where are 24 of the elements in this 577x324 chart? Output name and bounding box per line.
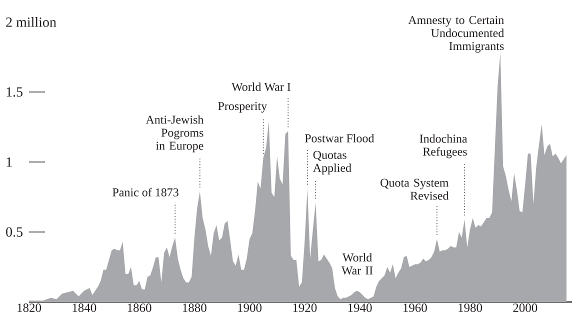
annotation: Panic of 1873 (112, 188, 178, 196)
x-tick-label: 1940 (348, 304, 372, 312)
annotation: Quota System Revised (380, 178, 449, 200)
annotation: World War I (232, 82, 290, 92)
annotation: Quotas Applied (312, 150, 352, 174)
y-tick-label: 1.5 (6, 87, 22, 97)
x-tick-label: 2000 (513, 304, 538, 312)
annotation: Prosperity (218, 102, 268, 113)
x-tick-label: 1820 (18, 304, 42, 312)
x-tick-label: 1960 (403, 304, 427, 312)
y-tick-label: 1 (6, 157, 12, 167)
annotation: Postwar Flood (304, 134, 374, 142)
x-tick-label: 1920 (293, 304, 317, 312)
y-tick-label: 0.5 (6, 227, 22, 237)
x-tick-label: 1880 (182, 304, 206, 312)
annotation: Indochina Refugees (420, 134, 468, 158)
x-tick-label: 1840 (72, 304, 96, 312)
x-tick-label: 1860 (128, 304, 152, 312)
x-tick-label: 1900 (238, 304, 262, 312)
annotation: Amnesty to Certain Undocumented Immigrants (408, 16, 504, 53)
annotation: Anti-Jewish Pogroms in Europe (146, 115, 204, 152)
y-tick-label: 2 million (6, 17, 56, 27)
x-tick-label: 1980 (458, 304, 482, 312)
annotation: World War II (341, 253, 373, 275)
